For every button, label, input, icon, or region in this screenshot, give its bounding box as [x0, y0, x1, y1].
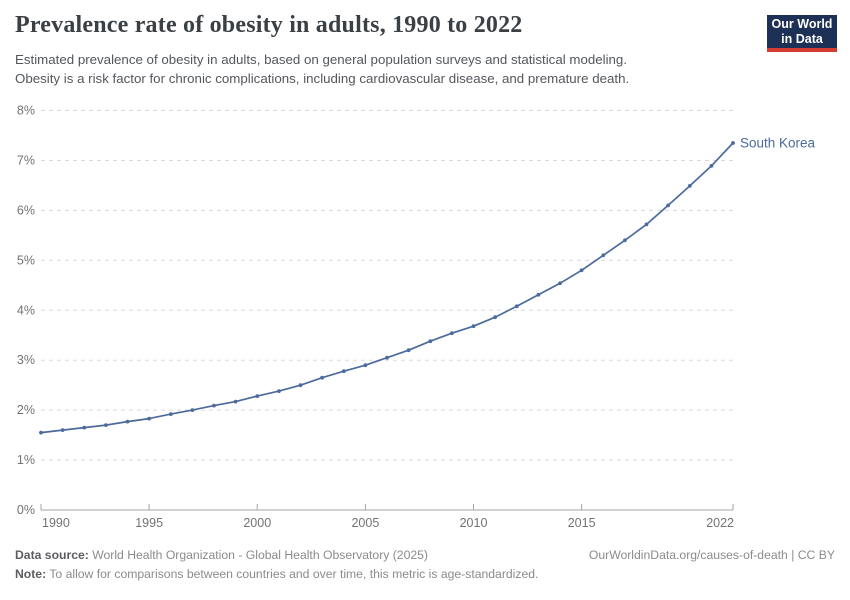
note-label: Note:	[15, 567, 47, 581]
x-tick-label: 2022	[706, 516, 734, 530]
data-point[interactable]	[298, 383, 303, 388]
data-point[interactable]	[471, 324, 476, 329]
subtitle-line-1: Estimated prevalence of obesity in adult…	[15, 52, 628, 67]
data-point[interactable]	[255, 394, 260, 398]
data-point[interactable]	[233, 399, 238, 404]
data-point[interactable]	[363, 363, 368, 368]
data-point[interactable]	[558, 281, 562, 286]
series-end-label[interactable]: South Korea	[740, 135, 816, 150]
data-point[interactable]	[82, 425, 87, 430]
x-tick-label: 2000	[243, 516, 271, 530]
y-tick-label: 0%	[17, 503, 35, 517]
data-point[interactable]	[601, 253, 606, 258]
data-point[interactable]	[709, 164, 714, 168]
data-point[interactable]	[168, 412, 173, 416]
data-point[interactable]	[212, 403, 216, 408]
y-tick-label: 7%	[17, 153, 35, 167]
data-point[interactable]	[623, 238, 627, 243]
subtitle-line-2: Obesity is a risk factor for chronic com…	[15, 70, 630, 86]
data-point[interactable]	[428, 339, 433, 344]
data-point[interactable]	[493, 315, 497, 320]
data-point[interactable]	[147, 416, 152, 421]
data-point[interactable]	[644, 222, 649, 227]
x-tick-label: 2015	[568, 516, 596, 530]
data-point[interactable]	[385, 355, 389, 360]
chart-svg[interactable]: 0% 1% 2% 3% 4% 5% 6% 7% 8% 1990 1995 2000 2005 2010 20…	[0, 95, 850, 545]
y-tick-label: 4%	[17, 303, 35, 317]
data-point[interactable]	[277, 389, 281, 393]
page-title: Prevalence rate of obesity in adults, 19…	[15, 12, 523, 38]
x-tick-label: 2005	[351, 516, 379, 530]
data-point[interactable]	[687, 184, 692, 188]
data-source-line: Data source: World Health Organization -…	[15, 546, 428, 565]
owid-citation-link[interactable]: OurWorldinData.org/causes-of-death | CC …	[588, 548, 835, 562]
data-point[interactable]	[579, 268, 584, 273]
data-point[interactable]	[666, 203, 670, 208]
y-tick-label: 8%	[17, 104, 35, 118]
y-tick-label: 5%	[17, 253, 35, 267]
data-point[interactable]	[731, 141, 735, 145]
data-point[interactable]	[60, 428, 65, 432]
series-line[interactable]	[40, 142, 734, 434]
y-tick-label: 2%	[17, 403, 35, 417]
data-point[interactable]	[514, 304, 519, 309]
data-source-label: Data source:	[15, 548, 89, 562]
owid-logo-line1: Our World	[771, 17, 833, 31]
data-point[interactable]	[320, 375, 324, 380]
data-point[interactable]	[406, 348, 411, 353]
x-tick-label: 1995	[135, 516, 163, 530]
x-tick-label: 1990	[42, 516, 70, 530]
data-point[interactable]	[125, 419, 130, 424]
owid-logo[interactable]: Our World in Data	[767, 15, 837, 52]
chart-subtitle: Estimated prevalence of obesity in adult…	[15, 51, 725, 88]
y-tick-label: 6%	[17, 203, 35, 217]
y-tick-label: 1%	[17, 453, 35, 467]
data-point[interactable]	[104, 423, 108, 427]
data-point[interactable]	[450, 331, 454, 336]
chart-footer: Data source: World Health Organization -…	[15, 546, 835, 584]
owid-logo-line2: in Data	[781, 31, 823, 46]
data-point[interactable]	[536, 292, 541, 297]
data-point[interactable]	[39, 430, 43, 435]
data-source-text: World Health Organization - Global Healt…	[88, 548, 428, 562]
note-text: To allow for comparisons between countri…	[46, 567, 539, 581]
x-tick-label: 2010	[460, 516, 488, 530]
data-point[interactable]	[341, 369, 346, 374]
note-line: Note: To allow for comparisons between c…	[15, 567, 538, 581]
y-tick-label: 3%	[17, 353, 35, 367]
data-point[interactable]	[190, 408, 195, 412]
